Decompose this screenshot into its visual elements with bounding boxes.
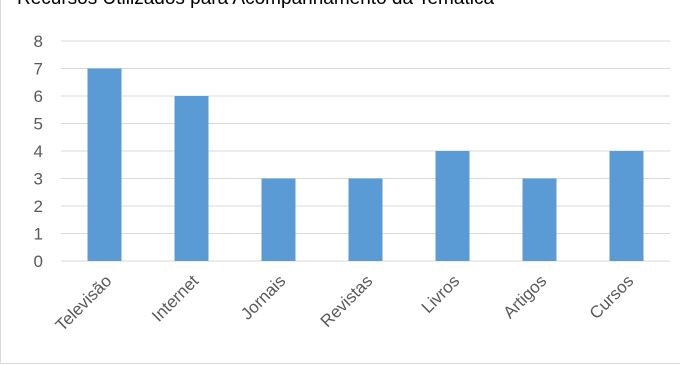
chart-title: Recursos Utilizados para Acompanhamento … [17,0,494,10]
y-tick-label: 4 [34,142,43,161]
y-tick-label: 7 [34,60,43,79]
gridlines [61,40,670,262]
bar-cursos [609,151,644,261]
bar-internet [174,96,209,261]
x-tick-label: Revistas [317,271,377,331]
bar-artigos [522,178,557,261]
bar-livros [435,151,470,261]
x-tick-label: Cursos [586,271,638,323]
x-tick-label: Artigos [499,271,550,322]
y-tick-label: 0 [34,252,43,271]
x-axis-labels: Televisão Internet Jornais Revistas Livros Ar… [52,271,638,335]
x-tick-label: Televisão [52,271,116,335]
y-axis-ticks: 0 1 2 3 4 5 6 7 8 [34,32,43,271]
bars [87,68,644,261]
y-tick-label: 3 [34,170,43,189]
x-tick-label: Jornais [237,271,289,323]
y-tick-label: 6 [34,87,43,106]
bar-televisão [87,68,122,261]
bar-jornais [261,178,296,261]
bar-revistas [348,178,383,261]
y-tick-label: 8 [34,32,43,51]
y-tick-label: 5 [34,115,43,134]
y-tick-label: 2 [34,197,43,216]
x-tick-label: Livros [418,271,464,317]
y-tick-label: 1 [34,225,43,244]
x-tick-label: Internet [148,271,202,325]
